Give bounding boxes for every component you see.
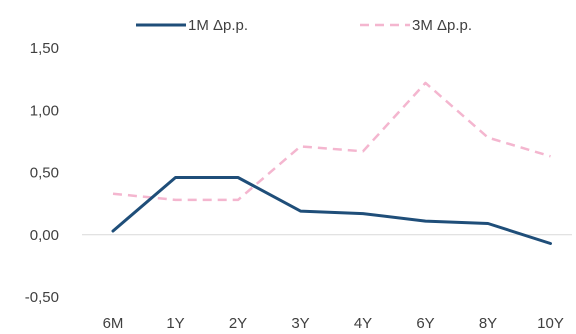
x-tick-label: 1Y <box>166 315 184 332</box>
y-tick-label: 1,50 <box>30 40 59 57</box>
x-tick-label: 4Y <box>354 315 372 332</box>
series-line-3m <box>112 81 551 202</box>
y-tick-label: 1,00 <box>30 102 59 119</box>
x-tick-label: 6M <box>103 315 124 332</box>
y-axis-tick-labels: 1,50 1,00 0,50 0,00 -0,50 <box>25 40 59 306</box>
chart-legend: 1M Δp.p. 3M Δp.p. <box>136 17 472 34</box>
x-axis-tick-labels: 6M 1Y 2Y 3Y 4Y 6Y 8Y 10Y <box>103 315 564 332</box>
x-tick-label: 6Y <box>416 315 434 332</box>
legend-label-1m: 1M Δp.p. <box>188 17 248 34</box>
y-tick-label: 0,00 <box>30 227 59 244</box>
legend-label-3m: 3M Δp.p. <box>412 17 472 34</box>
series-line-1m <box>111 176 552 245</box>
x-tick-label: 2Y <box>229 315 247 332</box>
series-lines <box>111 81 552 245</box>
x-tick-label: 10Y <box>537 315 564 332</box>
x-tick-label: 3Y <box>291 315 309 332</box>
y-tick-label: 0,50 <box>30 165 59 182</box>
y-tick-label: -0,50 <box>25 289 59 306</box>
x-tick-label: 8Y <box>479 315 497 332</box>
